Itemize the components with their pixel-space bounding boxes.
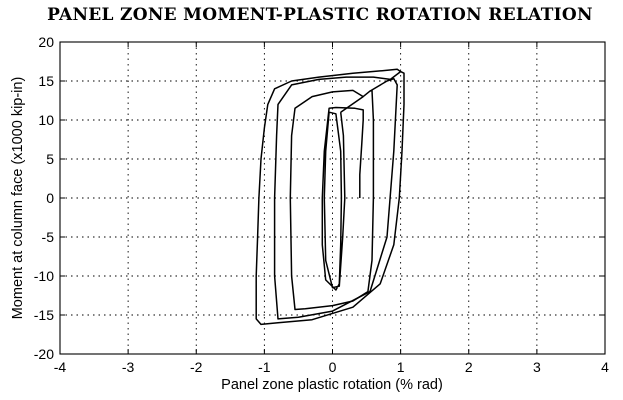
- x-tick-label: -2: [190, 359, 203, 375]
- grid-lines: [60, 42, 605, 354]
- y-tick-label: -20: [34, 346, 54, 362]
- hysteresis-loop-line: [255, 68, 405, 326]
- chart-title: PANEL ZONE MOMENT-PLASTIC ROTATION RELAT…: [47, 5, 593, 25]
- hysteresis-loop-line: [289, 89, 375, 311]
- hysteresis-loop-line: [321, 106, 364, 291]
- x-tick-label: 1: [397, 359, 405, 375]
- y-tick-label: 10: [38, 112, 54, 128]
- hysteresis-loop-line: [273, 76, 398, 320]
- y-tick-label: 20: [38, 34, 54, 50]
- y-tick-label: -15: [34, 307, 54, 323]
- x-tick-label: -4: [54, 359, 67, 375]
- x-tick-label: 2: [465, 359, 473, 375]
- y-tick-label: 5: [46, 151, 54, 167]
- x-tick-label: 4: [601, 359, 609, 375]
- x-axis-label: Panel zone plastic rotation (% rad): [221, 377, 443, 393]
- y-tick-label: -5: [42, 229, 55, 245]
- x-tick-label: 0: [329, 359, 337, 375]
- y-tick-label: 0: [46, 190, 54, 206]
- x-tick-label: 3: [533, 359, 541, 375]
- y-tick-label: 15: [38, 73, 54, 89]
- y-axis-label: Moment at column face (x1000 kip-in): [10, 77, 26, 320]
- y-tick-label: -10: [34, 268, 54, 284]
- x-tick-label: -1: [258, 359, 271, 375]
- hysteresis-loops: [255, 68, 405, 326]
- x-tick-label: -3: [122, 359, 135, 375]
